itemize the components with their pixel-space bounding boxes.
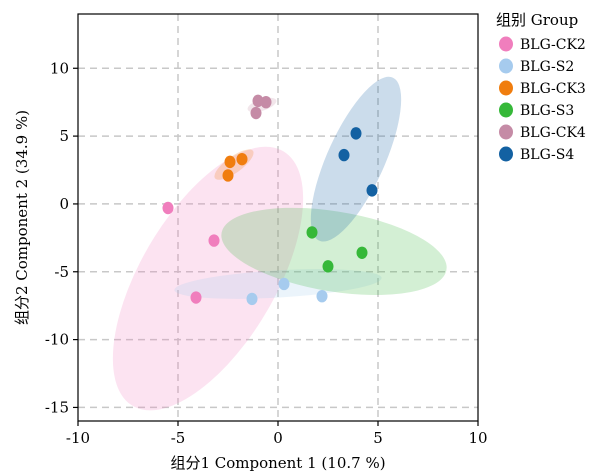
legend-label: BLG-CK3	[520, 81, 586, 97]
y-tick-label: -10	[45, 331, 69, 349]
data-point	[338, 148, 350, 162]
data-point	[250, 106, 262, 120]
x-tick-label: -10	[66, 429, 90, 447]
data-point	[208, 234, 220, 247]
data-point	[222, 169, 234, 182]
data-point	[316, 289, 328, 303]
data-point	[306, 226, 318, 239]
y-tick-label: 0	[59, 195, 69, 213]
confidence-ellipse	[174, 269, 382, 299]
legend-label: BLG-CK2	[520, 37, 586, 53]
confidence-ellipse	[310, 76, 402, 242]
grid-lines	[78, 14, 478, 421]
legend-swatch	[499, 58, 513, 74]
data-point	[278, 277, 290, 291]
legend-title: 组别 Group	[496, 11, 578, 29]
legend-label: BLG-CK4	[520, 125, 586, 141]
legend-swatch	[499, 146, 513, 162]
x-tick-label: -5	[171, 429, 186, 447]
x-tick-label: 5	[373, 429, 383, 447]
data-point	[162, 201, 174, 215]
data-point	[190, 291, 202, 304]
data-point	[322, 260, 334, 273]
data-point	[236, 152, 248, 166]
y-axis-title: 组分2 Component 2 (34.9 %)	[13, 110, 31, 325]
y-tick-label: -5	[54, 263, 69, 281]
y-tick-label: 5	[59, 127, 69, 145]
data-point	[224, 155, 236, 169]
x-tick-label: 0	[273, 429, 283, 447]
confidence-ellipse	[112, 146, 304, 411]
legend-swatch	[499, 124, 513, 140]
y-tick-label: 10	[50, 59, 69, 77]
confidence-ellipse	[221, 207, 447, 296]
legend-label: BLG-S2	[520, 59, 574, 75]
legend: 组别 Group BLG-CK2 BLG-S2 BLG-CK3 BLG-S3 BLG-C…	[496, 11, 586, 163]
legend-swatch	[499, 102, 513, 118]
x-tick-label: 10	[468, 429, 487, 447]
x-axis-title: 组分1 Component 1 (10.7 %)	[170, 454, 385, 472]
legend-label: BLG-S3	[520, 103, 574, 119]
data-point	[260, 95, 272, 109]
data-point	[366, 184, 378, 197]
legend-swatch	[499, 80, 513, 96]
legend-swatch	[499, 36, 513, 52]
y-tick-label: -15	[45, 398, 69, 416]
confidence-ellipses	[112, 76, 447, 411]
legend-label: BLG-S4	[520, 147, 574, 163]
data-point	[246, 292, 258, 306]
data-points	[162, 94, 378, 306]
data-point	[356, 246, 368, 259]
axis-ticks: -10 -5 0 5 10 -15 -10 -5 0 5 10	[45, 59, 488, 447]
data-point	[350, 127, 362, 140]
